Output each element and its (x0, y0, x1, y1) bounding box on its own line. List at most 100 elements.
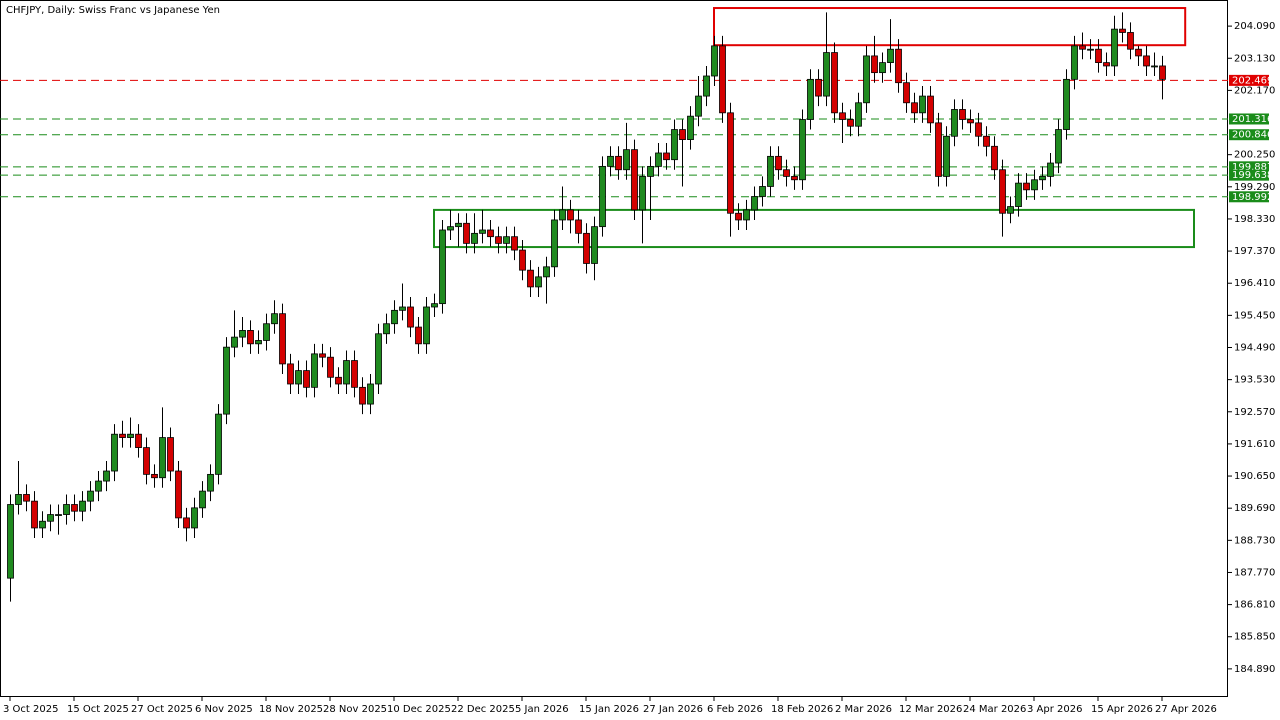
candle-body (135, 433, 142, 448)
candle-body (527, 269, 534, 288)
level-label-box (1229, 169, 1269, 181)
candle-body (567, 209, 574, 221)
y-tick-label: 197.370 (1234, 246, 1275, 257)
candle-body (463, 222, 470, 244)
candle-body (287, 363, 294, 385)
x-tick-label: 10 Dec 2025 (387, 704, 451, 715)
candle-body (439, 229, 446, 305)
y-tick-label: 203.130 (1234, 53, 1275, 64)
candle-body (831, 52, 838, 114)
candle-body (903, 82, 910, 104)
candle-body (199, 490, 206, 509)
candle-body (231, 336, 238, 348)
candle-body (383, 323, 390, 335)
candle-body (543, 266, 550, 278)
candle-body (767, 155, 774, 187)
candle-body (1031, 179, 1038, 191)
candle-body (479, 229, 486, 234)
candle-body (895, 48, 902, 84)
candle-body (183, 517, 190, 529)
y-tick-label: 189.690 (1234, 503, 1275, 514)
candle-body (447, 226, 454, 231)
candle-body (319, 353, 326, 358)
y-tick-label: 199.290 (1234, 182, 1275, 193)
candle-body (839, 112, 846, 120)
candle-body (247, 330, 254, 345)
candle-body (271, 313, 278, 325)
candle-body (327, 356, 334, 378)
candle-body (671, 129, 678, 161)
candle-body (871, 55, 878, 74)
level-label: 201.316 (1232, 114, 1273, 125)
candle-body (943, 135, 950, 177)
level-label: 198.992 (1232, 192, 1273, 203)
y-tick-label: 195.450 (1234, 310, 1275, 321)
candle-body (1055, 129, 1062, 164)
y-tick-label: 186.810 (1234, 600, 1275, 611)
candle-body (623, 149, 630, 171)
candle-body (783, 169, 790, 177)
level-label-box (1229, 191, 1269, 203)
candle-body (1127, 32, 1134, 50)
candle-body (1015, 182, 1022, 207)
candle-body (791, 176, 798, 181)
y-tick-label: 192.570 (1234, 407, 1275, 418)
candle-body (591, 226, 598, 264)
y-tick-label: 187.770 (1234, 567, 1275, 578)
candle-body (919, 95, 926, 114)
candle-body (367, 383, 374, 405)
candle-body (15, 494, 22, 505)
candle-body (55, 514, 62, 516)
y-tick-label: 196.410 (1234, 278, 1275, 289)
x-tick-label: 22 Dec 2025 (451, 704, 515, 715)
x-tick-label: 27 Apr 2026 (1155, 704, 1217, 715)
candle-body (111, 433, 118, 472)
candle-body (151, 473, 158, 479)
candle-body (255, 340, 262, 345)
candle-body (1151, 65, 1158, 68)
candle-body (1143, 55, 1150, 67)
candle-body (503, 236, 510, 244)
candle-body (551, 219, 558, 268)
candle-body (991, 145, 998, 171)
candle-body (1119, 28, 1126, 33)
chart-title: CHFJPY, Daily: Swiss Franc vs Japanese Y… (6, 5, 220, 16)
candle-body (687, 115, 694, 141)
candle-body (959, 109, 966, 120)
candle-body (743, 209, 750, 221)
level-label-box (1229, 74, 1269, 86)
x-tick-label: 24 Mar 2026 (963, 704, 1026, 715)
candle-body (599, 165, 606, 228)
level-label-box (1229, 113, 1269, 125)
level-label: 199.887 (1232, 162, 1273, 173)
x-tick-label: 3 Apr 2026 (1027, 704, 1082, 715)
candle-body (375, 333, 382, 385)
y-tick-label: 198.330 (1234, 214, 1275, 225)
candle-body (303, 370, 310, 388)
x-tick-label: 15 Apr 2026 (1091, 704, 1153, 715)
x-tick-label: 18 Feb 2026 (771, 704, 833, 715)
candle-body (703, 75, 710, 97)
level-label: 202.469 (1232, 75, 1273, 86)
candle-body (575, 219, 582, 234)
candle-body (615, 155, 622, 171)
candle-body (1135, 48, 1142, 57)
level-label: 199.638 (1232, 170, 1273, 181)
candle-body (1023, 182, 1030, 191)
candle-body (639, 176, 646, 211)
y-tick-label: 185.850 (1234, 632, 1275, 643)
candle-body (103, 470, 110, 482)
y-tick-label: 184.890 (1234, 664, 1275, 675)
candle-body (879, 62, 886, 74)
candle-body (855, 102, 862, 127)
candle-body (359, 386, 366, 405)
level-label: 200.846 (1232, 130, 1273, 141)
candle-body (431, 303, 438, 308)
candle-body (127, 433, 134, 438)
x-tick-label: 27 Oct 2025 (131, 704, 193, 715)
candle-body (951, 109, 958, 137)
candle-body (1079, 45, 1086, 50)
candle-body (63, 504, 70, 515)
candle-body (535, 276, 542, 288)
zone (433, 208, 1195, 249)
